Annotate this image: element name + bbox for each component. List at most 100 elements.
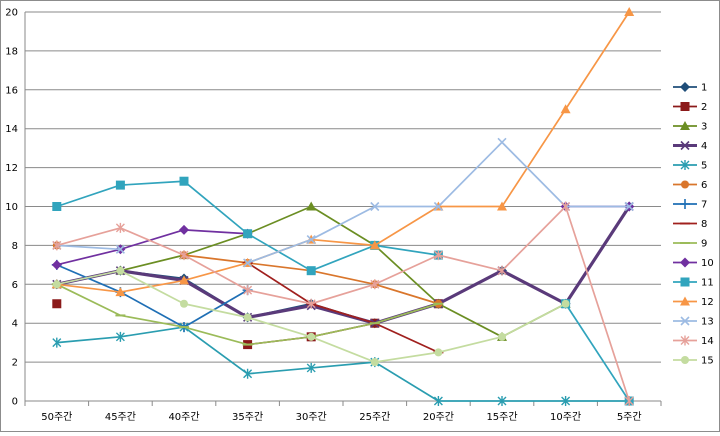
legend-label: 4 — [701, 141, 707, 152]
series-9 — [51, 283, 444, 346]
legend-label: 9 — [701, 239, 707, 250]
series-line — [56, 326, 630, 402]
series-1 — [51, 201, 635, 329]
series-line — [247, 262, 439, 354]
y-tick-label: 8 — [12, 241, 18, 252]
x-tick-label: 30주간 — [296, 411, 327, 423]
legend-marker — [681, 356, 689, 364]
x-tick-label: 35주간 — [232, 411, 263, 423]
legend-label: 14 — [701, 336, 714, 347]
legend-label: 7 — [701, 200, 707, 211]
x-tick-label: 5주간 — [617, 411, 642, 423]
legend-item: 15 — [673, 356, 714, 367]
legend-marker — [680, 316, 690, 326]
gridlines — [25, 11, 661, 402]
legend-label: 2 — [701, 102, 707, 113]
y-tick-label: 10 — [5, 202, 18, 213]
data-point — [497, 396, 507, 406]
data-point — [561, 299, 570, 308]
x-axis: 50주간 45주간 40주간 35주간 30주간 25주간 20주간 15주간 10주간 5주간 — [24, 401, 662, 423]
x-tick-label: 45주간 — [105, 411, 136, 423]
series-line — [56, 205, 631, 402]
y-tick-label: 20 — [5, 8, 18, 19]
x-tick-label: 25주간 — [359, 411, 390, 423]
legend-marker — [680, 160, 690, 170]
data-point — [52, 280, 61, 289]
plot-area — [51, 7, 635, 406]
data-point — [306, 362, 316, 373]
data-point — [370, 201, 380, 212]
y-tick-label: 0 — [12, 397, 18, 408]
legend-marker — [680, 82, 690, 92]
legend-label: 5 — [701, 161, 707, 172]
series-line — [56, 228, 248, 266]
data-point — [115, 244, 125, 254]
legend-label: 1 — [701, 83, 707, 94]
legend-item: 13 — [673, 316, 714, 328]
data-point — [52, 240, 62, 251]
data-point — [243, 285, 253, 296]
x-tick-label: 40주간 — [168, 411, 199, 423]
series-2 — [52, 299, 443, 350]
y-tick-label: 2 — [12, 358, 18, 369]
legend-label: 13 — [701, 317, 714, 328]
data-point — [243, 313, 252, 322]
data-point — [52, 337, 62, 348]
series-14 — [52, 201, 634, 406]
y-tick-label: 6 — [12, 280, 18, 291]
legend-item: 7 — [673, 199, 707, 211]
legend-item: 12 — [673, 296, 714, 308]
legend-item: 9 — [673, 239, 707, 250]
data-point — [306, 201, 317, 211]
data-point — [433, 201, 443, 212]
series-line — [56, 264, 249, 328]
series-15 — [52, 266, 570, 367]
data-point — [497, 265, 507, 276]
series-4 — [52, 201, 634, 328]
data-point — [560, 104, 571, 114]
data-point — [561, 396, 571, 406]
series-line — [56, 11, 630, 293]
legend-item: 11 — [673, 277, 714, 289]
data-point — [179, 250, 189, 261]
data-point — [243, 229, 253, 239]
data-point — [434, 348, 443, 357]
legend-item: 4 — [673, 140, 707, 152]
series-line — [56, 180, 439, 272]
data-point — [497, 137, 507, 147]
data-point — [52, 299, 62, 309]
legend-marker — [680, 335, 690, 346]
series-12 — [51, 7, 635, 297]
series-11 — [52, 176, 634, 406]
data-point — [115, 222, 125, 233]
data-point — [180, 299, 188, 308]
series-5 — [52, 322, 634, 406]
legend-item: 8 — [673, 219, 707, 230]
data-point — [498, 332, 506, 341]
y-tick-label: 12 — [5, 163, 18, 174]
y-axis: 0 2 4 6 8 10 12 14 16 18 20 — [5, 8, 26, 408]
data-point — [370, 358, 379, 367]
data-point — [115, 331, 125, 342]
x-tick-label: 10주간 — [550, 411, 581, 423]
legend-label: 15 — [701, 356, 714, 367]
legend-marker — [681, 180, 689, 189]
legend-item: 2 — [673, 102, 707, 113]
legend-label: 11 — [701, 278, 714, 289]
data-point — [306, 266, 316, 276]
series-line — [183, 254, 439, 305]
data-point — [306, 234, 316, 245]
legend-label: 12 — [701, 297, 714, 308]
x-tick-label: 15주간 — [486, 411, 517, 423]
data-point — [115, 180, 125, 190]
data-point — [179, 275, 189, 285]
legend-marker — [680, 199, 690, 209]
x-tick-label: 20주간 — [423, 411, 454, 423]
data-point — [369, 240, 380, 250]
y-tick-label: 4 — [12, 319, 18, 330]
data-point — [243, 368, 253, 379]
data-point — [306, 298, 316, 309]
data-point — [561, 201, 571, 212]
